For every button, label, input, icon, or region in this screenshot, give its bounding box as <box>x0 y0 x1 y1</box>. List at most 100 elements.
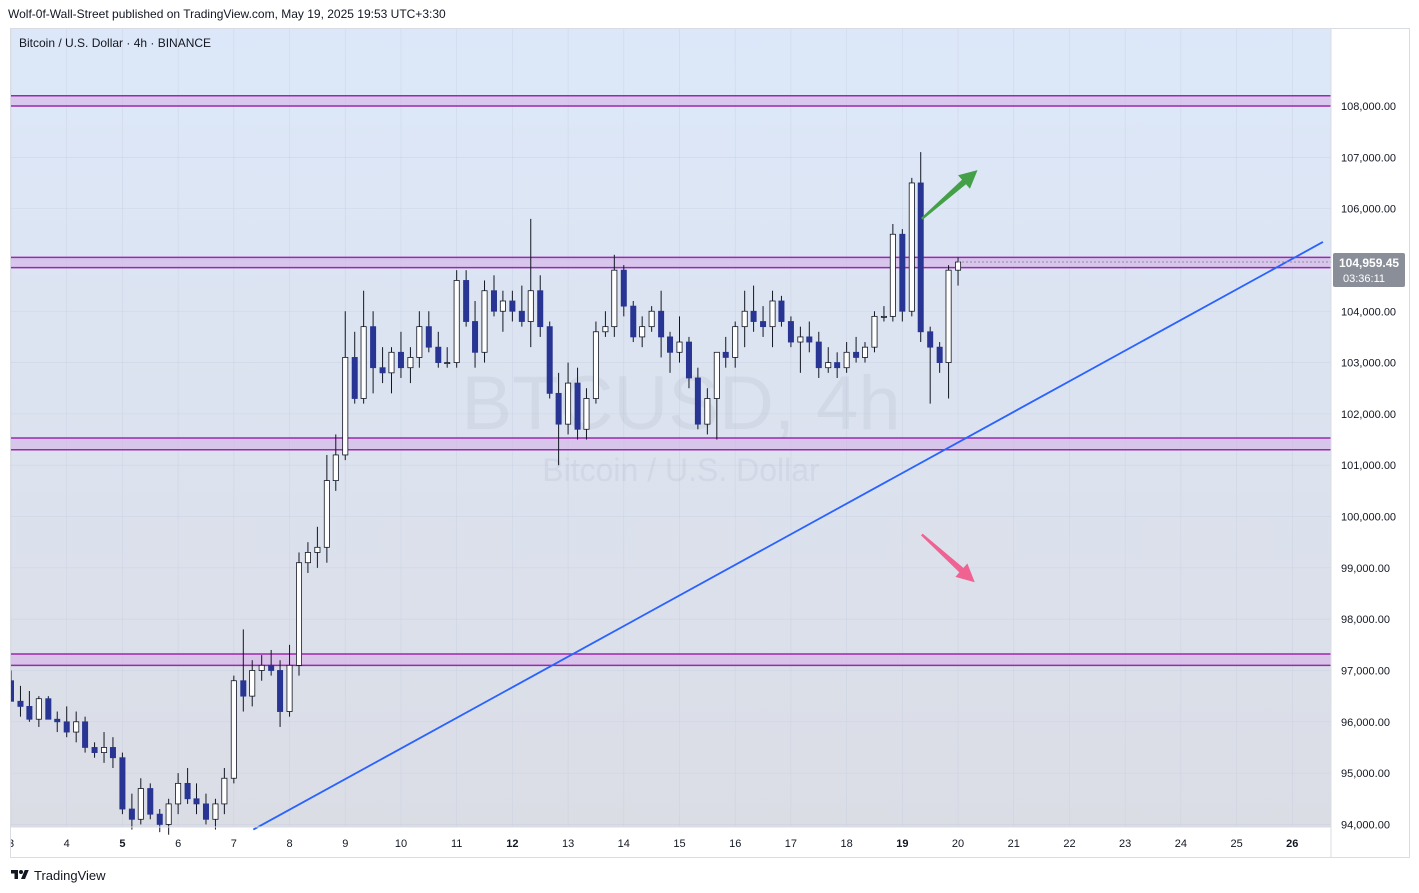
candle-down <box>685 341 692 379</box>
candle-down <box>834 362 841 369</box>
candle-down <box>184 782 191 800</box>
trendline <box>252 241 1324 831</box>
chart-panel[interactable]: BTCUSD, 4h Bitcoin / U.S. Dollar 94,000.00… <box>10 28 1410 858</box>
price-tick-label: 95,000.00 <box>1341 768 1390 780</box>
arrow-down-icon <box>921 533 975 583</box>
bar-countdown: 03:36:11 <box>1343 273 1385 285</box>
candle-down <box>277 670 284 712</box>
candle-down <box>574 382 581 430</box>
candle-up <box>862 346 869 358</box>
candle-down <box>17 700 24 707</box>
date-tick-label: 21 <box>1008 838 1020 850</box>
price-tick-label: 104,000.00 <box>1341 306 1396 318</box>
candle-up <box>137 788 144 820</box>
candle-down <box>750 310 757 322</box>
candle-up <box>713 351 720 399</box>
candle-down <box>936 346 943 363</box>
candle-down <box>620 269 627 307</box>
candle-up <box>499 300 506 312</box>
candle-down <box>472 321 479 353</box>
candle-up <box>249 670 256 697</box>
candle-down <box>202 803 209 820</box>
candle-down <box>63 721 70 733</box>
date-tick-label: 19 <box>896 838 908 850</box>
candle-down <box>425 326 432 348</box>
sr-zone-1 <box>11 257 1331 268</box>
candle-up <box>101 747 108 753</box>
candle-up <box>407 357 414 369</box>
candle-down <box>518 310 525 322</box>
date-tick-label: 16 <box>729 838 741 850</box>
price-tick-label: 107,000.00 <box>1341 152 1396 164</box>
candle-up <box>945 269 952 363</box>
candle-down <box>351 357 358 399</box>
candle-up <box>342 357 349 456</box>
candle-down <box>268 664 275 671</box>
date-tick-label: 26 <box>1286 838 1298 850</box>
date-tick-label: 11 <box>451 838 462 850</box>
time-axis-background <box>11 827 1331 857</box>
candle-down <box>397 351 404 369</box>
date-tick-label: 15 <box>673 838 685 850</box>
candle-down <box>806 336 813 343</box>
candle-down <box>11 680 14 702</box>
candle-up <box>565 382 572 425</box>
candle-up <box>527 290 534 322</box>
candle-up <box>221 777 228 805</box>
candle-down <box>546 326 553 394</box>
footer-brand[interactable]: TradingView <box>10 866 106 884</box>
candle-up <box>444 362 451 364</box>
candle-up <box>871 315 878 348</box>
candle-up <box>908 182 915 312</box>
date-tick-label: 4 <box>64 838 70 850</box>
candle-up <box>880 315 887 318</box>
sr-zone-2 <box>11 438 1331 450</box>
candle-up <box>73 721 80 733</box>
symbol-title: Bitcoin / U.S. Dollar · 4h · BINANCE <box>19 36 212 50</box>
candle-down <box>815 341 822 369</box>
candle-up <box>741 310 748 328</box>
watermark-ticker: BTCUSD, 4h <box>461 361 900 446</box>
price-tick-label: 99,000.00 <box>1341 563 1390 575</box>
candle-up <box>35 698 42 720</box>
candle-down <box>435 346 442 363</box>
candle-up <box>332 454 339 482</box>
date-tick-label: 3 <box>11 838 14 850</box>
date-tick-label: 13 <box>562 838 574 850</box>
candle-up <box>639 326 646 338</box>
candle-up <box>286 664 293 712</box>
candle-down <box>899 233 906 312</box>
candlestick-chart[interactable]: BTCUSD, 4h Bitcoin / U.S. Dollar 94,000.00… <box>11 29 1409 857</box>
candle-up <box>825 362 832 369</box>
watermark-name: Bitcoin / U.S. Dollar <box>542 452 820 488</box>
candle-up <box>955 261 962 271</box>
candle-down <box>853 351 860 358</box>
candle-up <box>230 680 237 779</box>
candle-down <box>927 331 934 348</box>
price-tick-label: 94,000.00 <box>1341 819 1390 831</box>
candle-up <box>889 233 896 317</box>
candle-down <box>26 706 33 720</box>
date-tick-label: 14 <box>618 838 630 850</box>
candle-down <box>379 367 386 374</box>
date-tick-label: 25 <box>1230 838 1242 850</box>
sr-zone-0 <box>11 95 1331 106</box>
candle-down <box>193 798 200 805</box>
candle-down <box>370 326 377 369</box>
date-tick-label: 5 <box>119 838 125 850</box>
candle-down <box>109 747 116 759</box>
candle-up <box>676 341 683 353</box>
price-tick-label: 108,000.00 <box>1341 101 1396 113</box>
candle-down <box>54 718 61 723</box>
candle-up <box>258 664 265 671</box>
price-tick-label: 103,000.00 <box>1341 358 1396 370</box>
candle-up <box>481 290 488 353</box>
date-tick-label: 6 <box>175 838 181 850</box>
footer-brand-label: TradingView <box>34 867 106 883</box>
candle-down <box>555 392 562 425</box>
candle-down <box>658 310 665 338</box>
candle-down <box>91 747 98 753</box>
candle-up <box>648 310 655 328</box>
candle-down <box>694 377 701 425</box>
candle-down <box>45 698 52 720</box>
